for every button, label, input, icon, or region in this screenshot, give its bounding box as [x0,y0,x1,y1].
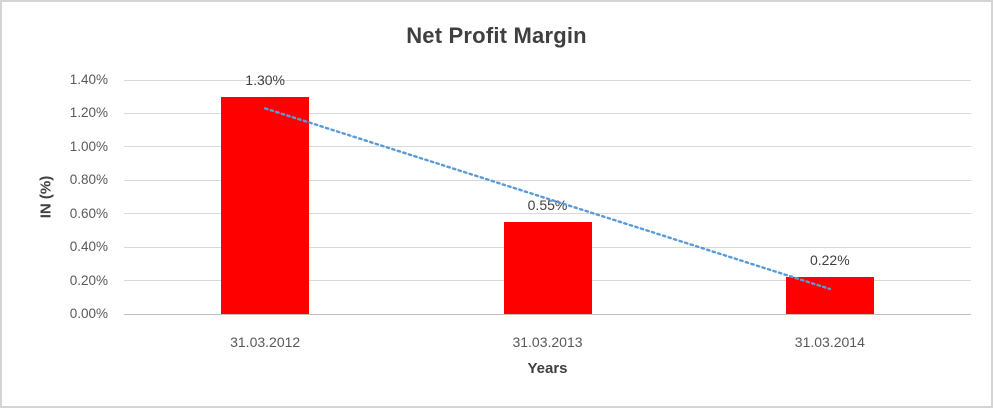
data-label: 0.22% [809,252,850,269]
y-tick-label: 0.80% [69,172,108,188]
gridline [124,79,971,81]
y-tick-label: 0.60% [69,205,108,221]
y-tick-label: 1.20% [69,105,108,121]
x-tick-label: 31.03.2012 [230,334,301,350]
y-tick-label: 0.20% [69,272,108,288]
y-axis-title: IN (%) [37,175,55,219]
bar [785,277,874,314]
x-tick-label: 31.03.2014 [794,334,865,350]
y-tick-label: 1.00% [69,138,108,154]
x-axis-title: Years [527,360,568,377]
y-tick-label: 0.40% [69,239,108,255]
x-axis-baseline [124,313,971,315]
y-tick-label: 1.40% [69,72,108,87]
chart-title: Net Profit Margin [406,23,587,48]
y-tick-label: 0.00% [69,306,108,321]
data-label: 1.30% [245,71,285,88]
bar [221,96,310,314]
data-label: 0.55% [527,197,568,214]
x-tick-label: 31.03.2013 [512,334,583,350]
bar [503,222,592,314]
